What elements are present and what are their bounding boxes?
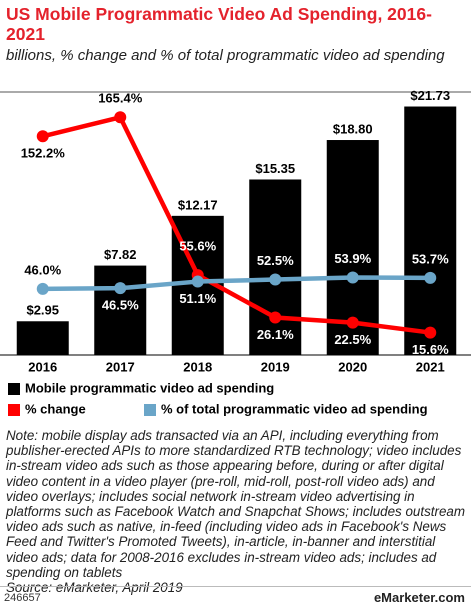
line-marker	[424, 271, 437, 284]
bar-value-label: $18.80	[333, 121, 373, 136]
x-tick-label: 2019	[261, 359, 290, 374]
bar-value-label: $15.35	[255, 161, 295, 176]
line-marker	[36, 130, 49, 143]
chart-subtitle: billions, % change and % of total progra…	[6, 47, 445, 64]
bar-value-label: $7.82	[104, 247, 137, 262]
line-value-label: 15.6%	[412, 342, 449, 357]
chart: $2.95 $7.82 $12.17 $15.35 $18.80 $21.73 152.2%…	[0, 88, 471, 416]
line-value-label: 53.9%	[334, 251, 371, 266]
logo: eMarketer.com	[373, 590, 465, 605]
line-value-label: 26.1%	[257, 327, 294, 342]
legend-label: Mobile programmatic video ad spending	[25, 380, 274, 395]
line-value-label: 165.4%	[98, 91, 143, 106]
legend-swatch	[8, 404, 20, 416]
line-value-label: 52.5%	[257, 253, 294, 268]
bar	[94, 265, 147, 355]
line	[42, 115, 431, 335]
line-value-label: 46.5%	[102, 298, 139, 313]
note: Note: mobile display ads transacted via …	[6, 428, 468, 595]
source: Source: eMarketer, April 2019	[6, 580, 183, 596]
note-text: Note: mobile display ads transacted via …	[6, 428, 465, 580]
chart-id: 246657	[4, 592, 41, 604]
line-marker	[424, 326, 437, 339]
bar-value-label: $21.73	[410, 88, 450, 103]
x-tick-label: 2016	[28, 359, 57, 374]
bar-value-label: $2.95	[26, 303, 59, 318]
bar	[404, 106, 457, 355]
line-marker	[114, 111, 127, 124]
legend-label: % of total programmatic video ad spendin…	[161, 401, 428, 416]
line-marker	[346, 271, 359, 284]
x-tick-label: 2017	[106, 359, 135, 374]
x-tick-label: 2021	[416, 359, 445, 374]
legend-swatch	[8, 383, 20, 395]
line-value-label: 51.1%	[179, 291, 216, 306]
line-marker	[346, 316, 359, 329]
line-value-label: 152.2%	[21, 146, 66, 161]
line	[42, 275, 431, 292]
line-marker	[269, 273, 282, 286]
legend-swatch	[144, 404, 156, 416]
bar	[249, 179, 302, 355]
chart-title: US Mobile Programmatic Video Ad Spending…	[6, 4, 432, 44]
line-marker	[269, 311, 282, 324]
line-value-label: 55.6%	[179, 239, 216, 254]
line-marker	[36, 282, 49, 295]
line-value-label: 53.7%	[412, 251, 449, 266]
footer-rule	[0, 586, 471, 587]
bar-value-label: $12.17	[178, 197, 218, 212]
line-marker	[191, 275, 204, 288]
x-tick-label: 2018	[183, 359, 212, 374]
legend-label: % change	[25, 401, 86, 416]
line-value-label: 46.0%	[24, 262, 61, 277]
x-tick-label: 2020	[338, 359, 367, 374]
line-value-label: 22.5%	[334, 332, 371, 347]
line-marker	[114, 282, 127, 295]
bar	[16, 321, 69, 355]
